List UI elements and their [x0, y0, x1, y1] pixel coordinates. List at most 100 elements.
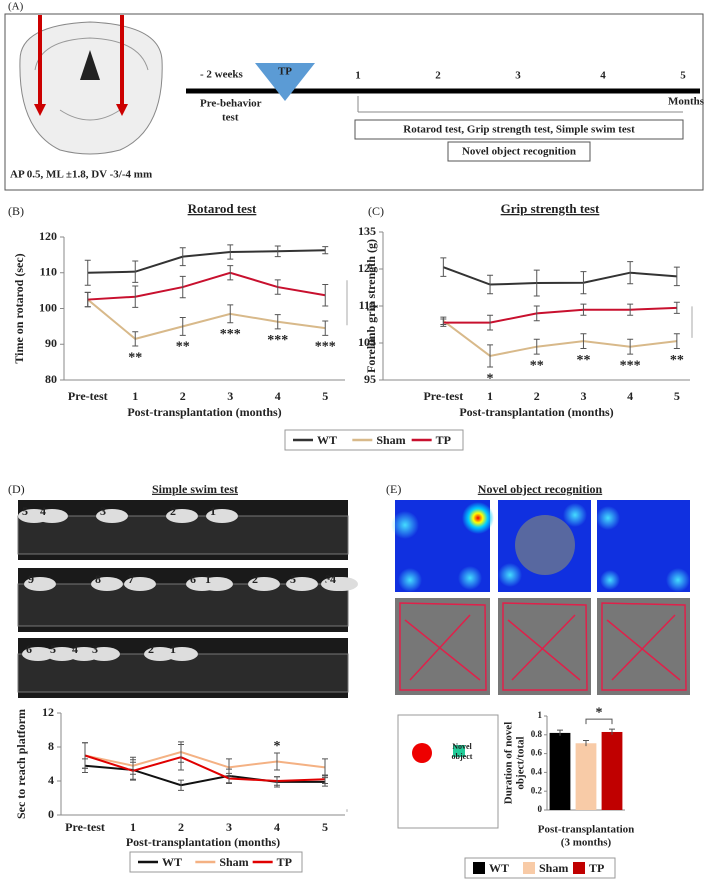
mouse-label: 2	[170, 504, 176, 518]
y-tick-label: 105	[358, 335, 376, 349]
legend-label: TP	[436, 433, 451, 447]
legend-label: TP	[277, 855, 292, 869]
x-tick-label: 1	[130, 820, 136, 834]
error-bar	[487, 314, 494, 331]
bar	[575, 743, 597, 810]
mouse-label: 3	[325, 572, 331, 586]
y-tick-label: 115	[359, 298, 376, 312]
mouse-label: 4	[330, 572, 336, 586]
mouse	[96, 509, 128, 523]
y-axis-label: Time on rotarod (sec)	[12, 253, 26, 363]
month-label: 2	[435, 70, 441, 82]
error-bar	[322, 246, 329, 255]
significance-bracket	[585, 718, 613, 725]
series-line	[87, 298, 326, 340]
error-bar	[440, 318, 447, 327]
familiar-object	[412, 743, 432, 763]
error-bar	[227, 244, 234, 260]
y-tick-label: 0.4	[531, 766, 543, 776]
y-tick-label: 100	[39, 300, 57, 314]
x-tick-label: 5	[322, 820, 328, 834]
significance: ***	[620, 358, 641, 373]
error-bar	[533, 305, 540, 322]
y-tick-label: 0.6	[531, 748, 543, 758]
error-bar	[84, 291, 91, 308]
error-bar	[84, 259, 91, 286]
month-label: 3	[515, 70, 521, 82]
error-bar	[274, 314, 281, 330]
legend-label: WT	[317, 433, 337, 447]
x-tick-label: 3	[580, 389, 586, 403]
novel-object	[453, 745, 465, 757]
x-tick-label: 3	[226, 820, 232, 834]
panel-label: (D)	[8, 482, 25, 496]
x-tick-label: 1	[132, 389, 138, 403]
x-tick-label: 4	[627, 389, 633, 403]
y-tick-label: 0	[538, 804, 543, 814]
y-tick-label: 90	[45, 336, 57, 350]
error-bar	[580, 303, 587, 316]
y-tick-label: 0.2	[531, 785, 543, 795]
chart-title: Rotarod test	[188, 201, 257, 216]
x-tick-label: 1	[487, 389, 493, 403]
mouse-label: 6	[190, 572, 196, 586]
legend-label: Sham	[219, 855, 248, 869]
mouse	[166, 509, 198, 523]
y-axis-label: object/total	[515, 736, 527, 789]
mouse	[206, 509, 238, 523]
bar	[601, 731, 623, 810]
y-tick-label: 95	[364, 372, 376, 386]
error-bar	[580, 271, 587, 295]
mouse-label: 8	[95, 572, 101, 586]
mouse	[201, 577, 233, 591]
error-bar	[130, 761, 136, 780]
timeline-label: Months	[668, 96, 705, 108]
significance: *	[487, 371, 494, 386]
month-label: 1	[355, 70, 361, 82]
mouse	[286, 577, 318, 591]
error-bar	[580, 333, 587, 350]
mouse-label: 3	[92, 642, 98, 656]
y-tick-label: 80	[45, 372, 57, 386]
schematic-box	[397, 714, 499, 829]
month-label: 4	[600, 70, 606, 82]
legend-swatch	[523, 862, 535, 874]
error-bar	[583, 739, 589, 747]
legend-frame	[284, 429, 464, 451]
schematic-label: object	[452, 752, 473, 761]
series-line	[443, 266, 677, 286]
y-tick-label: 110	[40, 265, 57, 279]
x-tick-label: 4	[275, 389, 281, 403]
x-tick-label: Pre-test	[423, 389, 463, 403]
significance: **	[530, 358, 544, 373]
error-bar	[533, 269, 540, 297]
x-tick-label: 2	[534, 389, 540, 403]
error-bar	[227, 265, 234, 281]
y-tick-label: 120	[39, 229, 57, 243]
tp-label: TP	[278, 66, 292, 78]
x-tick-label: 5	[674, 389, 680, 403]
mouse-label: 2	[148, 642, 154, 656]
mouse-label: 1	[170, 642, 176, 656]
mouse	[88, 647, 120, 661]
mouse	[144, 647, 176, 661]
test-box	[354, 119, 684, 140]
error-bar	[132, 285, 139, 308]
series-line	[87, 271, 326, 301]
x-axis-label: (3 months)	[561, 837, 612, 849]
mouse-label: 7	[128, 572, 134, 586]
mouse	[124, 577, 156, 591]
significance: ***	[267, 333, 288, 348]
error-bar	[627, 303, 634, 316]
error-bar	[132, 331, 139, 347]
legend-label: WT	[162, 855, 182, 869]
significance: *	[596, 705, 603, 720]
mouse	[24, 577, 56, 591]
error-bar	[274, 752, 280, 771]
schematic-label: Novel	[452, 742, 472, 751]
mouse-label: 5	[50, 642, 56, 656]
series-line	[442, 320, 677, 358]
chart-title: Grip strength test	[501, 201, 600, 216]
error-bar	[673, 301, 680, 314]
timeline-label: - 2 weeks	[200, 69, 243, 81]
